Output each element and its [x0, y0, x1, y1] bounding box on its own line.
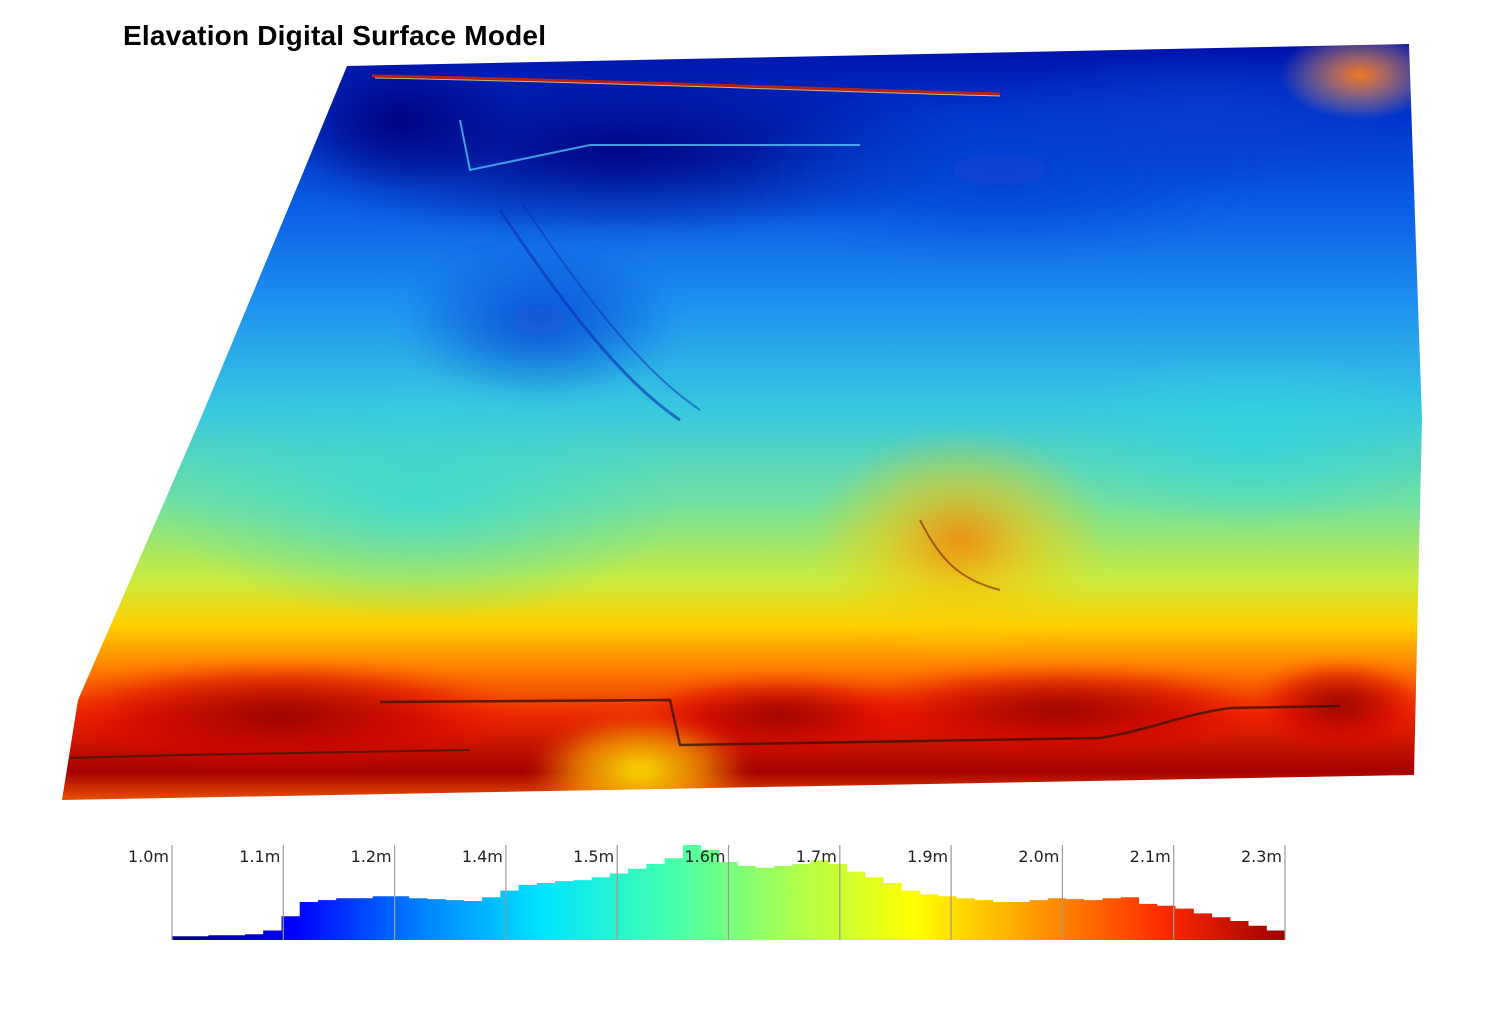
legend-tick-label: 1.4m [462, 847, 503, 866]
map-title: Elavation Digital Surface Model [123, 20, 547, 51]
surface-raster [62, 44, 1422, 800]
legend-tick-label: 1.9m [907, 847, 948, 866]
legend-tick-label: 2.3m [1241, 847, 1282, 866]
legend-tick-label: 1.7m [796, 847, 837, 866]
legend-tick-label: 1.2m [351, 847, 392, 866]
legend-tick-label: 2.1m [1130, 847, 1171, 866]
legend-tick-label: 1.0m [128, 847, 169, 866]
legend-tick-label: 2.0m [1018, 847, 1059, 866]
legend-tick-label: 1.6m [684, 847, 725, 866]
legend-tick-label: 1.1m [239, 847, 280, 866]
legend-tick-label: 1.5m [573, 847, 614, 866]
